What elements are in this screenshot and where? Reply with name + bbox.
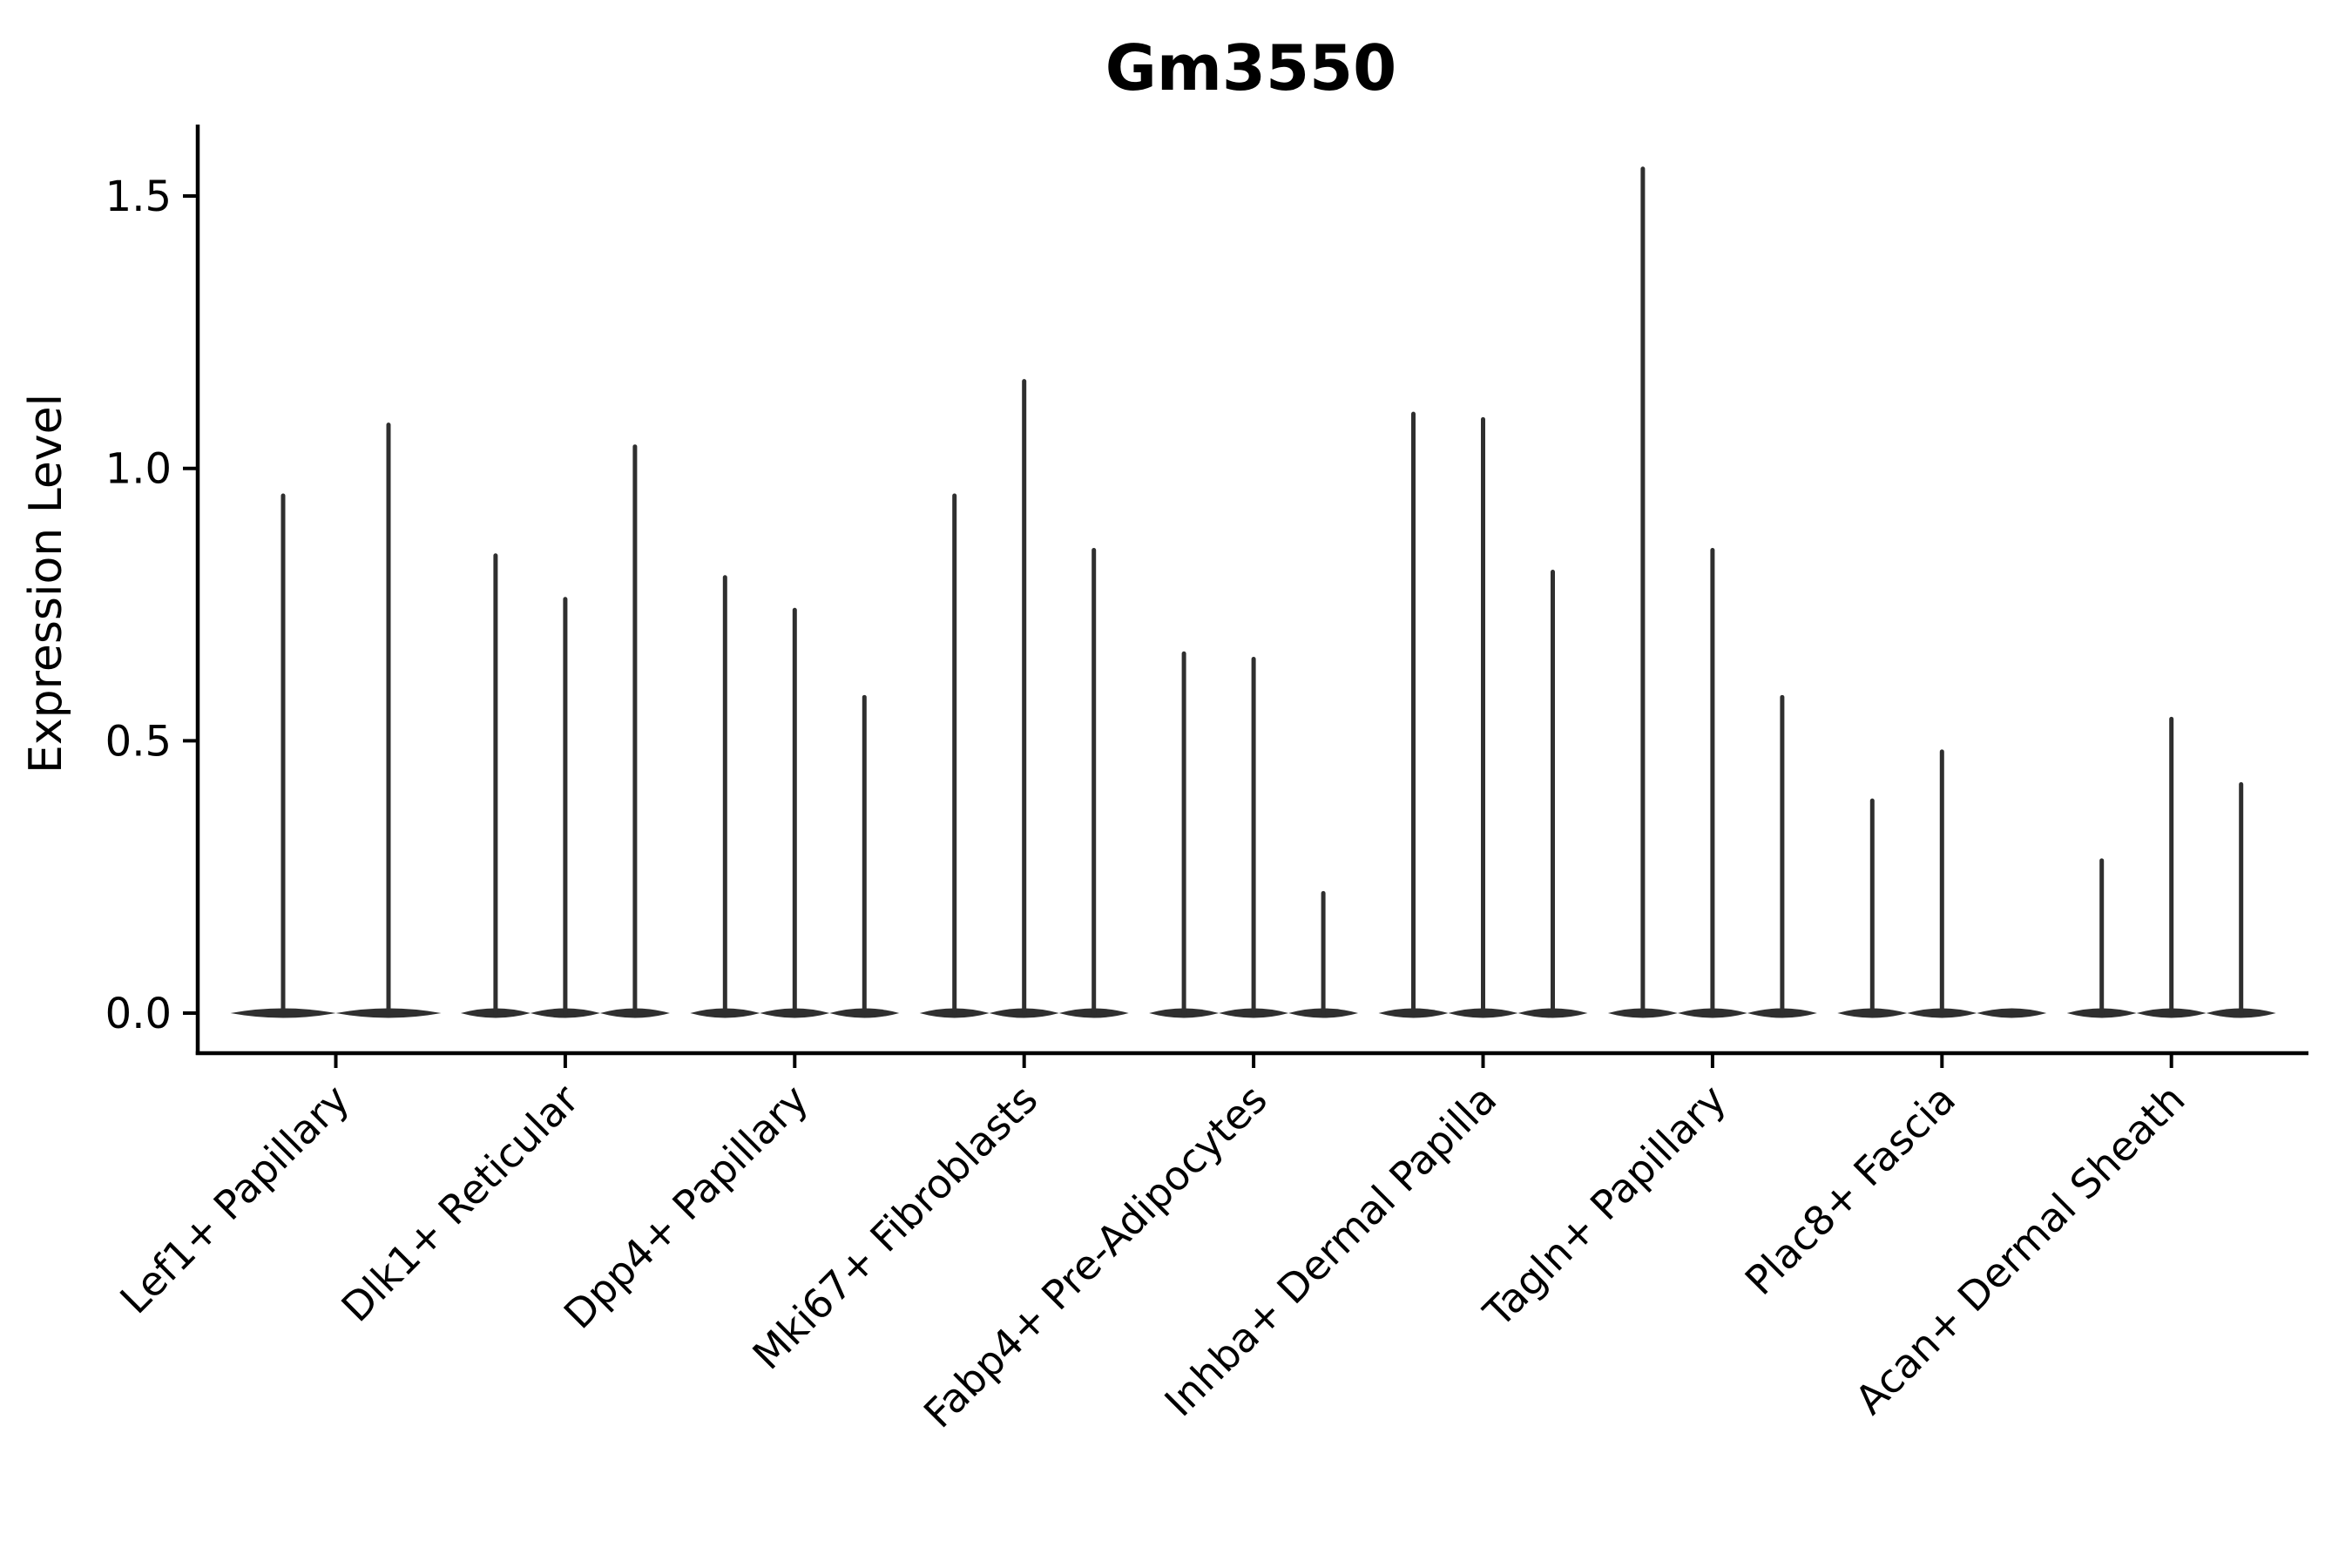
violin-group xyxy=(1607,166,1817,1018)
violin-group xyxy=(1378,411,1588,1018)
violin-body xyxy=(1977,1008,2047,1018)
y-tick-label: 0.0 xyxy=(105,990,172,1038)
x-tick-label: Dlk1+ Reticular xyxy=(332,1076,587,1331)
y-tick-label: 1.0 xyxy=(105,445,172,494)
y-axis-label: Expression Level xyxy=(20,394,72,774)
y-tick-label: 1.5 xyxy=(105,172,172,221)
chart-title: Gm3550 xyxy=(1105,31,1397,105)
violin-group xyxy=(230,422,442,1018)
y-axis-ticks: 0.0 0.5 1.0 1.5 xyxy=(105,172,198,1038)
x-tick-label: Tagln+ Papillary xyxy=(1474,1076,1735,1337)
violin-group xyxy=(1837,749,2047,1018)
violin-group xyxy=(690,575,900,1018)
violin-group xyxy=(460,444,670,1018)
x-tick-label: Plac8+ Fascia xyxy=(1736,1076,1964,1304)
violin-group xyxy=(2066,716,2276,1018)
x-tick-label: Dpp4+ Papillary xyxy=(555,1076,817,1338)
x-tick-label: Lef1+ Papillary xyxy=(111,1076,358,1323)
violin-group xyxy=(1149,651,1359,1018)
y-tick-label: 0.5 xyxy=(105,717,172,766)
violin-series xyxy=(230,166,2276,1018)
violin-group xyxy=(919,379,1129,1018)
